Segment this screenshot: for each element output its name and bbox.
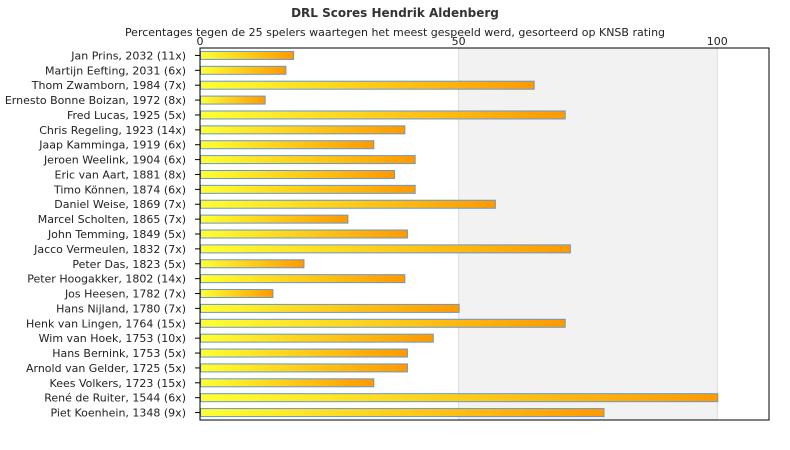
- bar: [200, 408, 605, 418]
- bar: [200, 274, 406, 284]
- category-label: Kees Volkers, 1723 (15x): [50, 377, 186, 390]
- category-label: René de Ruiter, 1544 (6x): [44, 392, 186, 405]
- bar: [200, 110, 566, 120]
- category-label: Arnold van Gelder, 1725 (5x): [26, 362, 186, 375]
- x-tick-label: 0: [197, 35, 204, 48]
- category-label: Thom Zwamborn, 1984 (7x): [31, 79, 186, 92]
- bar: [200, 65, 287, 75]
- chart-subtitle: Percentages tegen de 25 spelers waartege…: [125, 26, 665, 39]
- category-label: Eric van Aart, 1881 (8x): [55, 168, 186, 181]
- bar: [200, 125, 406, 135]
- x-tick-label: 100: [707, 35, 728, 48]
- category-label: Peter Das, 1823 (5x): [72, 258, 186, 271]
- bar: [200, 318, 566, 328]
- bar: [200, 303, 460, 313]
- bar: [200, 378, 375, 388]
- category-label: John Temming, 1849 (5x): [47, 228, 186, 241]
- bar: [200, 259, 305, 269]
- category-label: Chris Regeling, 1923 (14x): [39, 124, 186, 137]
- bar: [200, 95, 266, 105]
- plot-band: [458, 48, 718, 420]
- bar: [200, 140, 375, 150]
- category-label: Jeroen Weelink, 1904 (6x): [43, 154, 186, 167]
- category-label: Piet Koenhein, 1348 (9x): [50, 407, 186, 420]
- bar: [200, 184, 416, 194]
- bar: [200, 214, 349, 224]
- bar: [200, 80, 535, 90]
- category-label: Ernesto Bonne Boizan, 1972 (8x): [5, 94, 186, 107]
- bar: [200, 393, 719, 403]
- bar: [200, 50, 295, 60]
- category-label: Marcel Scholten, 1865 (7x): [38, 213, 186, 226]
- category-label: Hans Nijland, 1780 (7x): [56, 302, 186, 315]
- bar: [200, 289, 274, 299]
- bar: [200, 199, 496, 209]
- category-label: Timo Können, 1874 (6x): [53, 183, 186, 196]
- plot-frame: [199, 47, 770, 421]
- category-label: Wim van Hoek, 1753 (10x): [39, 332, 186, 345]
- category-label: Peter Hoogakker, 1802 (14x): [27, 273, 186, 286]
- category-label: Hans Bernink, 1753 (5x): [52, 347, 186, 360]
- bar: [200, 169, 395, 179]
- bar: [200, 229, 408, 239]
- category-label: Henk van Lingen, 1764 (15x): [26, 317, 186, 330]
- category-label: Fred Lucas, 1925 (5x): [67, 109, 186, 122]
- category-label: Jan Prins, 2032 (11x): [70, 49, 186, 62]
- bar: [200, 333, 434, 343]
- category-label: Daniel Weise, 1869 (7x): [54, 198, 186, 211]
- bar: [200, 363, 408, 373]
- bar: [200, 244, 571, 254]
- bar: [200, 155, 416, 165]
- x-tick-label: 50: [452, 35, 466, 48]
- plot-area: 0 50 100 Jan Prins, 2032 (11x) Martijn Eefti…: [5, 35, 770, 421]
- category-label: Jaap Kamminga, 1919 (6x): [38, 139, 186, 152]
- category-label: Martijn Eefting, 2031 (6x): [45, 64, 186, 77]
- chart-title: DRL Scores Hendrik Aldenberg: [291, 6, 499, 20]
- category-label: Jacco Vermeulen, 1832 (7x): [33, 243, 186, 256]
- bar: [200, 348, 408, 358]
- category-label: Jos Heesen, 1782 (7x): [64, 288, 186, 301]
